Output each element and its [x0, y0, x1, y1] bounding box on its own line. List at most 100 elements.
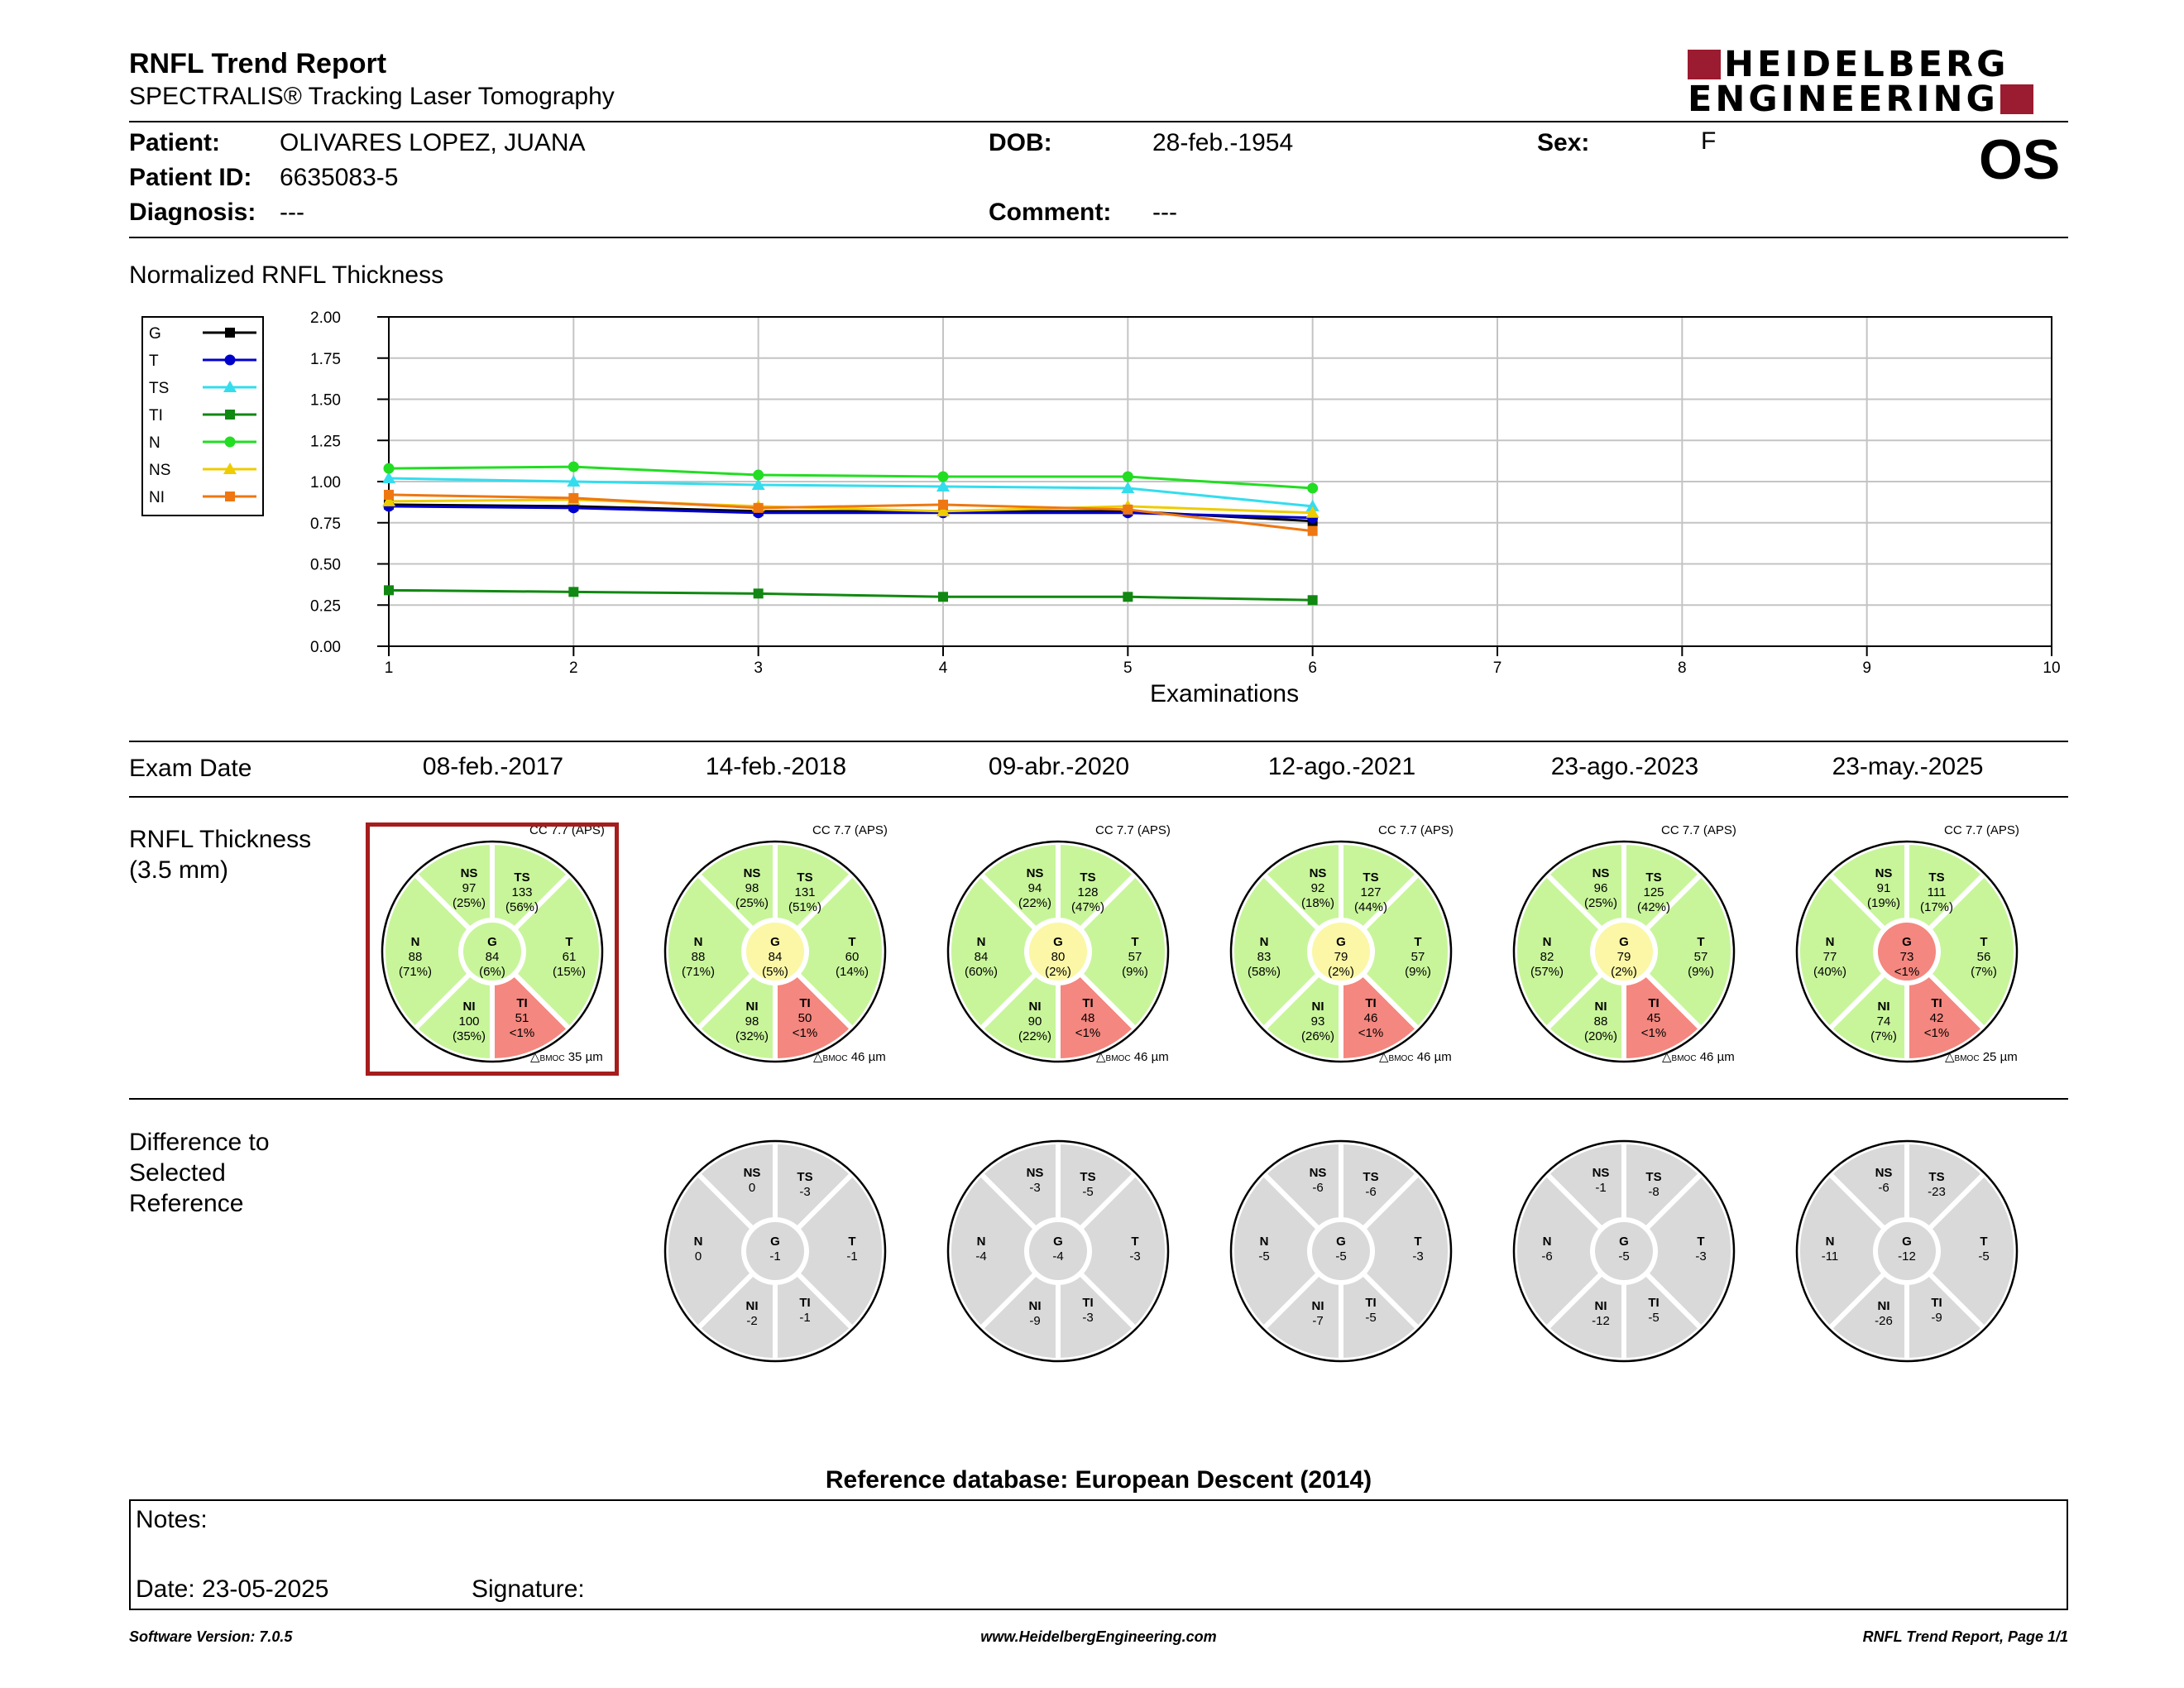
thickness-exam-4-label-ti: TI 46 <1%: [1334, 996, 1408, 1041]
logo-text-line2: ENGINEERING: [1688, 79, 1999, 120]
thickness-exam-5-sector-name-t: T: [1697, 935, 1705, 949]
difference-exam-4-circle-svg: [1229, 1139, 1453, 1364]
thickness-exam-4-sector-value-ns-pct: (18%): [1300, 896, 1334, 910]
thickness-exam-1-label-g: G 84 (6%): [455, 935, 529, 980]
thickness-exam-3-sector-value-ni: 90: [1027, 1014, 1042, 1029]
tick-label-y-7: 1.75: [310, 351, 341, 368]
difference-exam-3-sector-name-n: N: [976, 1235, 986, 1249]
thickness-exam-4[interactable]: NS 92 (18%) TS 127 (44%) N 83 (58%) G 79 (2%) T 57 (9%…: [1217, 823, 1465, 1076]
difference-exam-3-sector-name-t: T: [1131, 1235, 1139, 1249]
thickness-exam-6-sector-g: [1878, 923, 1936, 981]
thickness-exam-1-sector-value-t: 61: [562, 950, 577, 964]
report-title: RNFL Trend Report: [129, 48, 387, 79]
difference-exam-3-sector-value-ni: -9: [1029, 1314, 1041, 1328]
header-divider: [129, 121, 2068, 122]
thickness-exam-2-sector-value-ni: 98: [745, 1014, 759, 1029]
thickness-exam-2[interactable]: NS 98 (25%) TS 131 (51%) N 88 (71%) G 84 (5%) T 60 (14…: [651, 823, 899, 1076]
thickness-exam-3-sector-value-ti-pct: <1%: [1075, 1026, 1101, 1040]
thickness-exam-1[interactable]: NS 97 (25%) TS 133 (56%) N 88 (71%) G 84 (6%) T 61 (15…: [368, 823, 616, 1076]
difference-exam-2-sector-value-ns: 0: [748, 1181, 756, 1195]
thickness-exam-2-sector-value-n-pct: (71%): [681, 965, 715, 979]
thickness-exam-6-sector-name-ti: TI: [1931, 996, 1942, 1010]
thickness-exam-1-bmoc-value: 35 µm: [564, 1050, 603, 1064]
thickness-exam-4-sector-value-n-pct: (58%): [1247, 965, 1281, 979]
difference-exam-6-sector-value-ni: -26: [1875, 1314, 1893, 1328]
tick-label-x-3: 4: [939, 659, 948, 677]
thickness-exam-4-label-ni: NI 93 (26%): [1281, 1000, 1355, 1044]
difference-exam-2-circle-svg: [663, 1139, 887, 1364]
thickness-exam-4-sector-value-ni: 93: [1310, 1014, 1325, 1029]
thickness-exam-2-sector-g: [746, 923, 804, 981]
difference-exam-3-sector-value-n: -4: [975, 1249, 987, 1264]
difference-exam-3-sector-name-ns: NS: [1026, 1166, 1044, 1180]
delta-triangle-icon: △: [1096, 1050, 1106, 1064]
thickness-exam-4-bmoc-label: BMOC: [1388, 1054, 1414, 1063]
point-TS-2: [567, 475, 581, 487]
thickness-exam-6-sector-name-n: N: [1825, 935, 1835, 949]
thickness-exam-4-sector-value-g-pct: (2%): [1328, 965, 1354, 979]
thickness-exam-3[interactable]: NS 94 (22%) TS 128 (47%) N 84 (60%) G 80 (2%) T 57 (9%…: [934, 823, 1182, 1076]
legend-label-T: T: [149, 352, 159, 370]
logo-text-line1: HEIDELBERG: [1724, 44, 2009, 85]
thickness-exam-4-sector-value-n: 83: [1257, 950, 1272, 964]
thickness-exam-1-sector-value-ts: 133: [511, 885, 533, 899]
tick-label-x-8: 9: [1862, 659, 1871, 677]
thickness-exam-5-sector-name-n: N: [1542, 935, 1552, 949]
thickness-exam-4-sector-value-ts-pct: (44%): [1353, 900, 1387, 914]
difference-label-line2: Selected: [129, 1159, 226, 1187]
chart-ticks: 0.00 0.25 0.50 0.75 1.00 1.25 1.50 1.75 2.00 1 2 3 4…: [310, 309, 2061, 677]
difference-exam-4-sector-value-n: -5: [1258, 1249, 1270, 1264]
thickness-exam-5-circle-svg: [1512, 839, 1736, 1064]
thickness-exam-3-sector-value-t-pct: (9%): [1122, 965, 1148, 979]
thickness-exam-6-sector-value-n: 77: [1822, 950, 1837, 964]
difference-exam-5-sector-value-g: -5: [1618, 1249, 1630, 1264]
difference-exam-5-outer-ring: [1512, 1139, 1736, 1363]
thickness-exam-5-sector-value-n-pct: (57%): [1530, 965, 1564, 979]
difference-exam-4-sector-name-n: N: [1259, 1235, 1269, 1249]
difference-exam-6-sector-name-t: T: [1980, 1235, 1988, 1249]
notes-box[interactable]: [129, 1499, 2068, 1610]
thickness-exam-1-sector-value-ni: 100: [458, 1014, 480, 1029]
point-TI-6: [1307, 595, 1318, 606]
thickness-exam-1-label-ns: NS 97 (25%): [432, 866, 506, 911]
point-TS-3: [751, 477, 765, 490]
tick-label-x-7: 8: [1678, 659, 1687, 677]
thickness-exam-3-sector-name-ni: NI: [1028, 1000, 1042, 1014]
thickness-exam-2-sector-value-ts: 131: [794, 885, 816, 899]
exam-date-4: 12-ago.-2021: [1267, 753, 1416, 780]
difference-exam-6-label-ts: TS -23: [1899, 1170, 1974, 1200]
thickness-exam-5-sector-value-g: 79: [1616, 950, 1631, 964]
thickness-exam-4-outer-ring: [1229, 840, 1453, 1063]
patient-id-label: Patient ID:: [129, 164, 252, 191]
thickness-exam-1-bmoc: △BMOC 35 µm: [530, 1049, 603, 1064]
point-T-2: [568, 502, 579, 514]
thickness-exam-2-sector-name-ts: TS: [797, 870, 813, 885]
thickness-exam-3-label-n: N 84 (60%): [944, 935, 1018, 980]
difference-exam-5-label-t: T -3: [1664, 1235, 1738, 1264]
difference-exam-3[interactable]: NS -3 TS -5 N -4 G -4 T -3 NI -9 TI -3: [934, 1127, 1182, 1375]
difference-exam-2[interactable]: NS 0 TS -3 N 0 G -1 T -1 NI -2 TI -1: [651, 1127, 899, 1375]
delta-triangle-icon: △: [1379, 1050, 1389, 1064]
point-N-6: [1307, 482, 1319, 494]
thickness-exam-5-sector-value-t-pct: (9%): [1688, 965, 1714, 979]
point-NI-6: [1307, 525, 1318, 536]
legend-label-NS: NS: [149, 462, 170, 479]
thickness-exam-6-sector-value-n-pct: (40%): [1813, 965, 1846, 979]
difference-exam-6[interactable]: NS -6 TS -23 N -11 G -12 T -5 NI -26 TI -9: [1783, 1127, 2031, 1375]
thickness-exam-2-scan-quality: CC 7.7 (APS): [812, 823, 888, 837]
thickness-exam-5[interactable]: NS 96 (25%) TS 125 (42%) N 82 (57%) G 79 (2%) T 57 (9%…: [1500, 823, 1748, 1076]
thickness-exam-6-label-n: N 77 (40%): [1793, 935, 1867, 980]
difference-exam-5[interactable]: NS -1 TS -8 N -6 G -5 T -3 NI -12 TI -5: [1500, 1127, 1748, 1375]
thickness-exam-5-sector-value-n: 82: [1540, 950, 1554, 964]
thickness-exam-6[interactable]: NS 91 (19%) TS 111 (17%) N 77 (40%) G 73 <1% T 56 (7%)…: [1783, 823, 2031, 1076]
tick-label-x-4: 5: [1123, 659, 1133, 677]
difference-exam-4[interactable]: NS -6 TS -6 N -5 G -5 T -3 NI -7 TI -5: [1217, 1127, 1465, 1375]
thickness-exam-4-sector-value-ti: 46: [1363, 1011, 1378, 1025]
thickness-exam-4-label-t: T 57 (9%): [1381, 935, 1455, 980]
difference-exam-5-circle-svg: [1512, 1139, 1736, 1364]
thickness-exam-6-sector-name-ni: NI: [1877, 1000, 1890, 1014]
difference-exam-4-sector-name-ti: TI: [1365, 1296, 1377, 1310]
footer-website[interactable]: www.HeidelbergEngineering.com: [980, 1628, 1217, 1645]
thickness-exam-3-sector-value-ts-pct: (47%): [1070, 900, 1104, 914]
thickness-exam-5-label-n: N 82 (57%): [1510, 935, 1584, 980]
